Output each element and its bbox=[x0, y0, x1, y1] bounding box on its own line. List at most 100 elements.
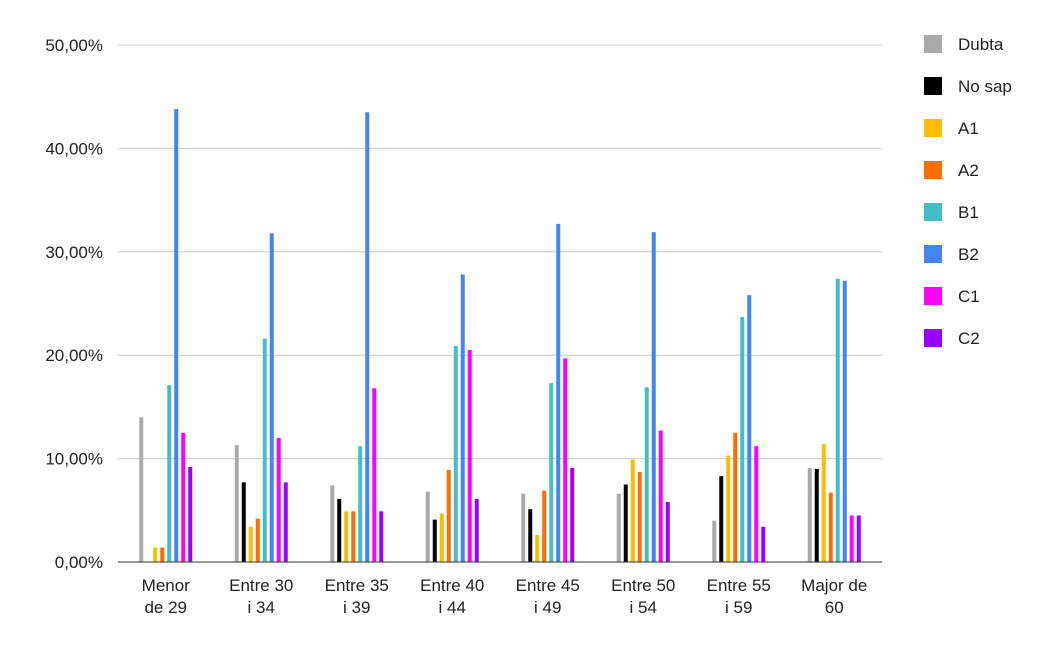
x-tick-label: Menor de 29 bbox=[142, 576, 191, 617]
bar-c2 bbox=[665, 502, 670, 562]
bar-a1 bbox=[726, 455, 731, 562]
bar-c2 bbox=[379, 511, 384, 562]
y-axis-ticks: 0,00% 10,00% 20,00% 30,00% 40,00% 50,00% bbox=[45, 36, 103, 572]
bar-no-sap bbox=[814, 468, 819, 562]
legend-item: B1 bbox=[924, 203, 979, 222]
legend-swatch bbox=[924, 203, 942, 221]
bar-a2 bbox=[446, 469, 451, 562]
bar-dubta bbox=[139, 417, 144, 562]
bar-b2 bbox=[556, 223, 561, 562]
gridlines bbox=[118, 44, 882, 460]
y-tick-label: 20,00% bbox=[45, 346, 103, 365]
bar-no-sap bbox=[432, 519, 437, 562]
bar-b1 bbox=[740, 316, 745, 562]
y-tick-label: 40,00% bbox=[45, 139, 103, 158]
legend-item: No sap bbox=[924, 77, 1012, 96]
legend-label: C1 bbox=[958, 287, 980, 306]
bar-b2 bbox=[842, 280, 847, 562]
bar-c1 bbox=[467, 350, 472, 562]
bar-dubta bbox=[425, 491, 430, 562]
legend-swatch bbox=[924, 77, 942, 95]
legend-swatch bbox=[924, 245, 942, 263]
bar-c1 bbox=[276, 437, 281, 562]
bar-b1 bbox=[644, 387, 649, 562]
bar-a2 bbox=[542, 490, 547, 562]
bar-dubta bbox=[521, 493, 526, 562]
bar-no-sap bbox=[528, 509, 533, 562]
legend-swatch bbox=[924, 161, 942, 179]
y-tick-label: 0,00% bbox=[55, 553, 103, 572]
y-tick-label: 10,00% bbox=[45, 450, 103, 469]
bar-a2 bbox=[637, 472, 642, 562]
legend-label: Dubta bbox=[958, 35, 1004, 54]
bar-b1 bbox=[358, 446, 363, 562]
legend-label: B2 bbox=[958, 245, 979, 264]
legend: Dubta No sap A1 A2 B1 B2 C1 C2 bbox=[924, 35, 1012, 348]
legend-item: C2 bbox=[924, 329, 980, 348]
bar-b1 bbox=[549, 383, 554, 562]
bars bbox=[139, 109, 861, 563]
legend-swatch bbox=[924, 119, 942, 137]
bar-b1 bbox=[453, 345, 458, 562]
bar-dubta bbox=[712, 520, 717, 562]
bar-dubta bbox=[234, 445, 239, 562]
bar-c2 bbox=[474, 498, 479, 562]
bar-c2 bbox=[570, 467, 575, 562]
x-tick-label: Entre 40 i 44 bbox=[420, 576, 484, 617]
bar-c2 bbox=[283, 482, 288, 562]
bar-no-sap bbox=[623, 484, 628, 562]
bar-no-sap bbox=[337, 498, 342, 562]
legend-label: B1 bbox=[958, 203, 979, 222]
bar-c1 bbox=[658, 430, 663, 562]
bar-c1 bbox=[372, 388, 377, 562]
bar-c2 bbox=[761, 526, 766, 562]
bar-a2 bbox=[828, 492, 833, 562]
bar-dubta bbox=[807, 467, 812, 562]
bar-c2 bbox=[188, 466, 193, 562]
bar-a1 bbox=[821, 444, 826, 562]
bar-c1 bbox=[754, 446, 759, 562]
bar-no-sap bbox=[719, 476, 724, 562]
x-axis-categories: Menor de 29 Entre 30 i 34 Entre 35 i 39 Entre … bbox=[142, 576, 868, 617]
bar-b1 bbox=[167, 385, 172, 562]
bar-a2 bbox=[160, 547, 165, 562]
legend-swatch bbox=[924, 287, 942, 305]
bar-c1 bbox=[849, 515, 854, 562]
bar-c2 bbox=[856, 515, 861, 562]
bar-b2 bbox=[174, 109, 179, 562]
bar-dubta bbox=[616, 493, 621, 562]
legend-item: A2 bbox=[924, 161, 979, 180]
bar-a1 bbox=[535, 535, 540, 562]
bar-b2 bbox=[365, 112, 370, 563]
legend-label: A1 bbox=[958, 119, 979, 138]
legend-item: Dubta bbox=[924, 35, 1004, 54]
x-tick-label: Entre 45 i 49 bbox=[516, 576, 580, 617]
legend-item: B2 bbox=[924, 245, 979, 264]
legend-item: C1 bbox=[924, 287, 980, 306]
bar-c1 bbox=[563, 358, 568, 562]
y-tick-label: 50,00% bbox=[45, 36, 103, 55]
x-tick-label: Entre 55 i 59 bbox=[707, 576, 771, 617]
bar-b1 bbox=[262, 338, 267, 562]
legend-label: A2 bbox=[958, 161, 979, 180]
bar-a2 bbox=[733, 432, 738, 562]
x-tick-label: Major de 60 bbox=[801, 576, 867, 617]
bar-b2 bbox=[651, 232, 656, 563]
bar-a1 bbox=[153, 547, 158, 562]
bar-dubta bbox=[330, 485, 335, 562]
legend-swatch bbox=[924, 35, 942, 53]
bar-a1 bbox=[344, 511, 349, 562]
legend-swatch bbox=[924, 329, 942, 347]
bar-b2 bbox=[747, 295, 752, 562]
bar-b2 bbox=[460, 274, 465, 562]
bar-a1 bbox=[630, 459, 635, 562]
bar-b2 bbox=[269, 233, 274, 563]
bar-a1 bbox=[248, 526, 253, 562]
x-tick-label: Entre 50 i 54 bbox=[611, 576, 675, 617]
bar-a2 bbox=[351, 511, 356, 562]
x-tick-label: Entre 35 i 39 bbox=[325, 576, 389, 617]
bar-no-sap bbox=[241, 482, 246, 562]
y-tick-label: 30,00% bbox=[45, 243, 103, 262]
legend-item: A1 bbox=[924, 119, 979, 138]
